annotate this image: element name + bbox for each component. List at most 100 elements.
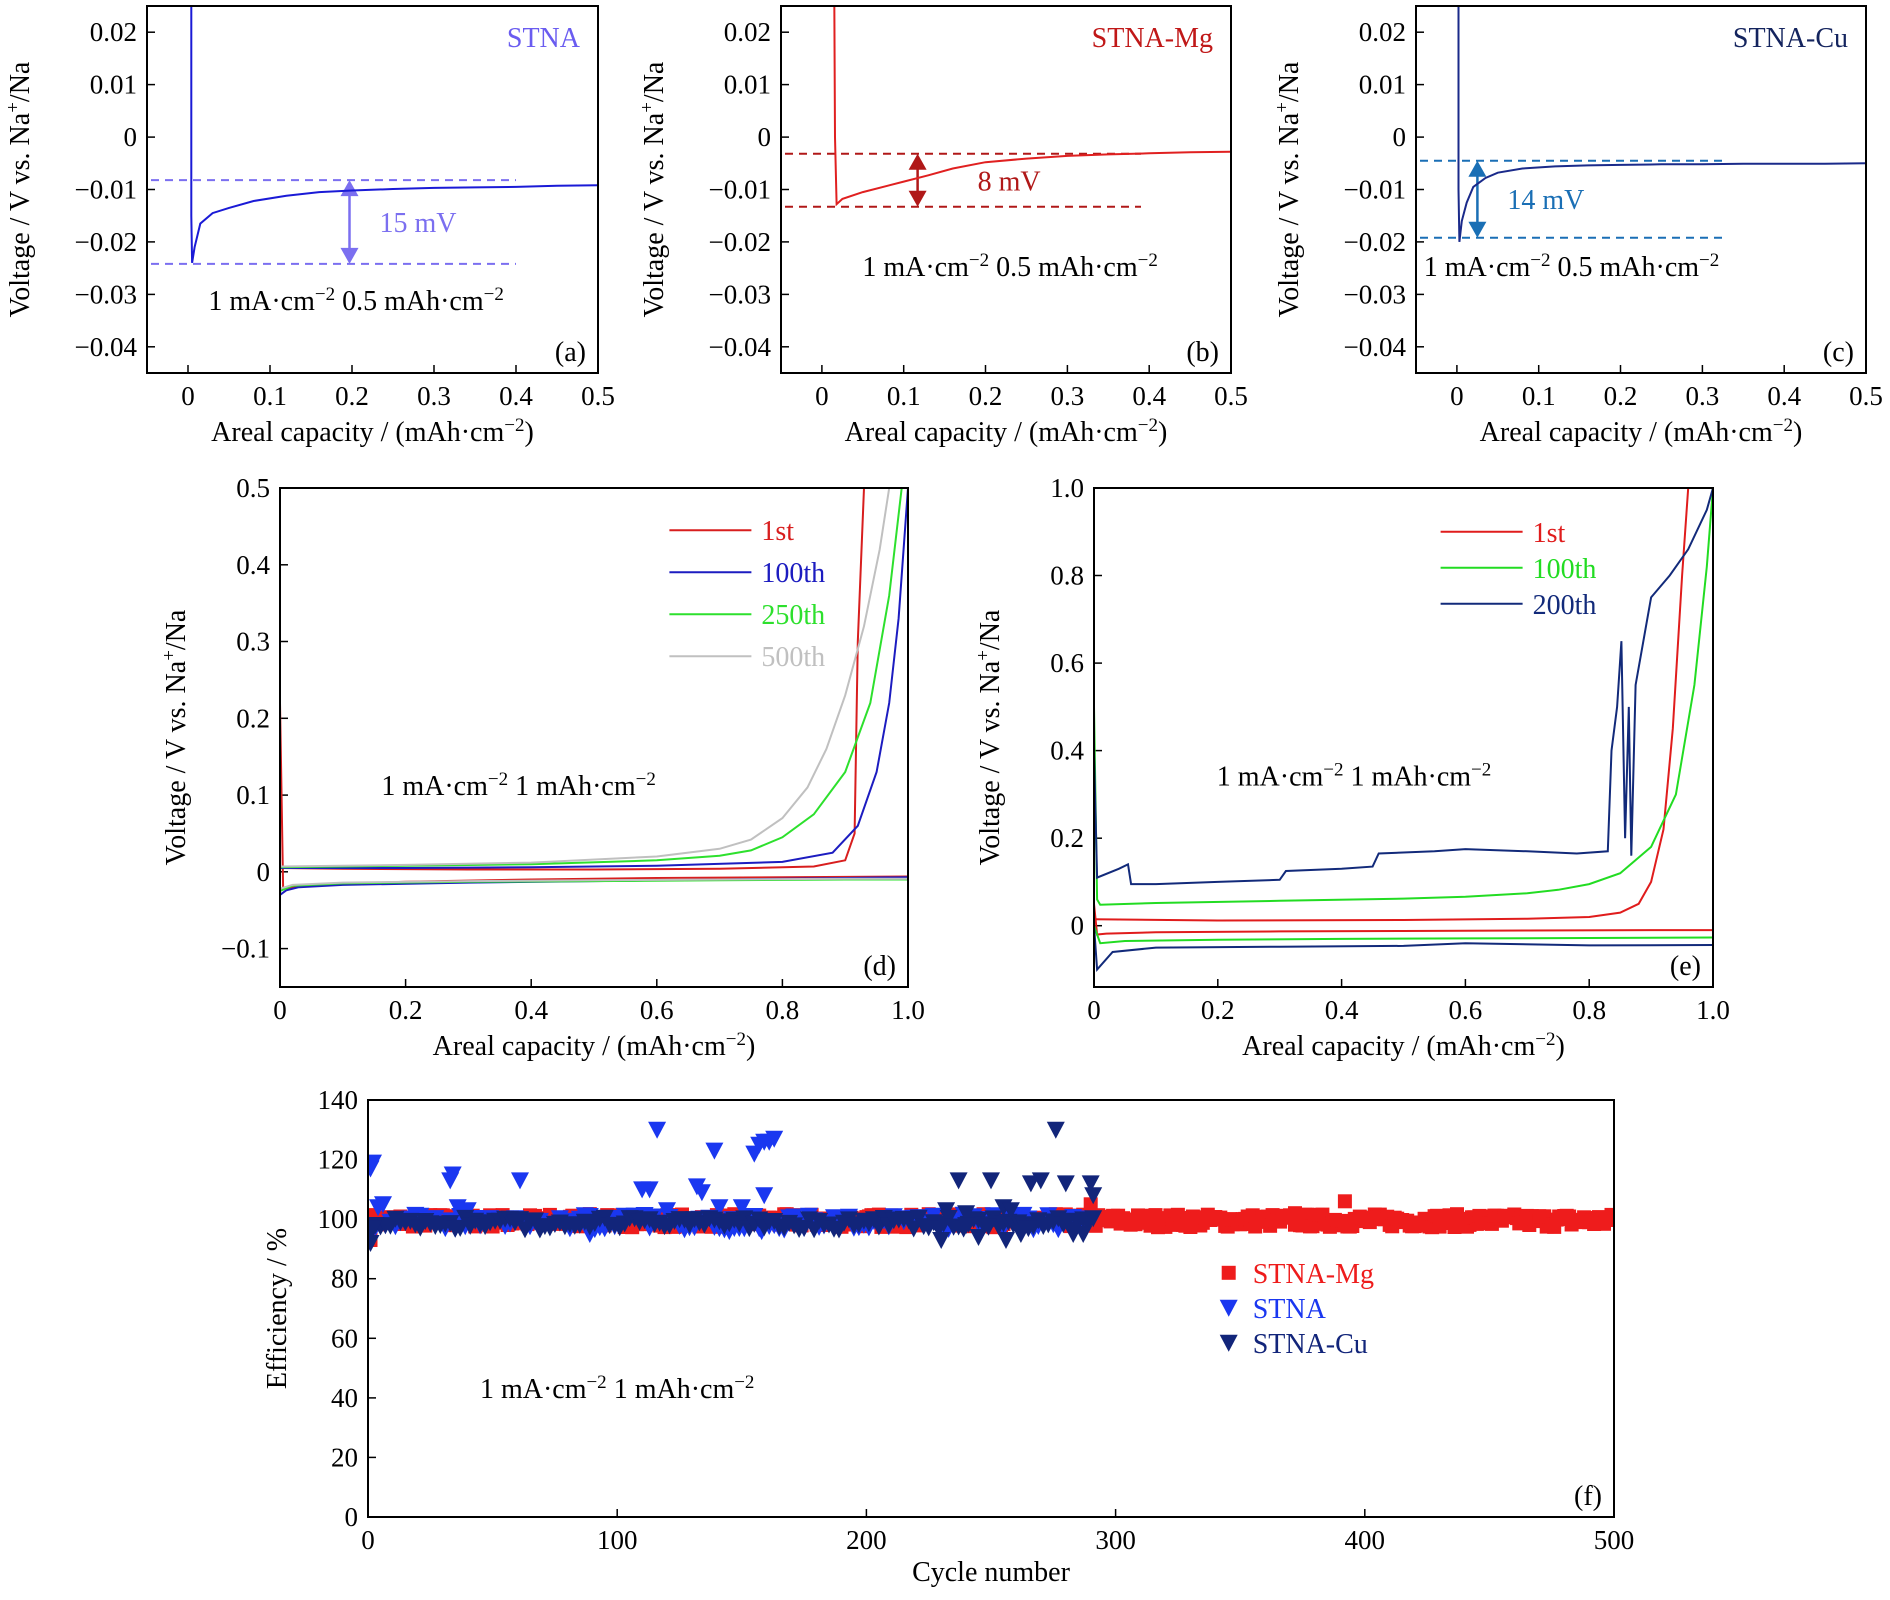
x-tick-label: 0.3 [1051, 381, 1085, 411]
y-tick-label: 0.6 [1050, 648, 1084, 678]
condition-annotation: 1 mA·cm−2 1 mAh·cm−2 [480, 1372, 755, 1405]
y-axis-label: Efficiency / % [262, 1228, 293, 1389]
x-tick-label: 0.3 [1686, 381, 1720, 411]
data-point [949, 1172, 968, 1190]
x-axis-label: Areal capacity / (mAh·cm−2) [211, 415, 534, 448]
y-tick-label: 0.01 [1359, 70, 1406, 100]
data-point [1081, 1175, 1100, 1193]
x-tick-label: 0 [361, 1525, 375, 1555]
legend-label: 250th [761, 600, 825, 631]
arrow-head-up [1468, 160, 1487, 177]
condition-annotation: 1 mA·cm−2 1 mAh·cm−2 [381, 769, 656, 802]
x-tick-label: 0.6 [1449, 995, 1483, 1025]
x-tick-label: 0.5 [581, 381, 615, 411]
y-tick-label: −0.02 [75, 227, 137, 257]
series-line-500th-discharge [280, 877, 908, 890]
y-tick-label: 0.02 [90, 17, 137, 47]
x-tick-label: 0.1 [253, 381, 287, 411]
y-tick-label: −0.03 [709, 279, 771, 309]
series-line-200th-discharge [1094, 925, 1713, 972]
overpotential-label: 14 mV [1507, 185, 1584, 216]
data-point [1019, 1220, 1038, 1238]
x-tick-label: 0.2 [969, 381, 1003, 411]
data-point [368, 1154, 382, 1172]
x-tick-label: 0.3 [417, 381, 451, 411]
data-point [511, 1172, 529, 1190]
x-tick-label: 0.5 [1214, 381, 1248, 411]
series-line-250th-charge [280, 488, 903, 869]
data-point [957, 1205, 976, 1223]
plot-frame [279, 487, 909, 988]
x-tick-label: 0 [273, 995, 287, 1025]
y-tick-label: 0.01 [724, 70, 771, 100]
arrow-head-up [908, 153, 927, 170]
legend-label: 1st [761, 516, 794, 547]
x-tick-label: 0.5 [1849, 381, 1883, 411]
condition-annotation: 1 mA·cm−2 0.5 mAh·cm−2 [208, 284, 503, 317]
data-point [368, 1235, 380, 1252]
legend-swatch [1221, 1265, 1236, 1280]
x-tick-label: 500 [1594, 1525, 1635, 1555]
panel-title: STNA-Mg [1092, 23, 1213, 54]
plot-frame [367, 1099, 1615, 1518]
y-tick-label: −0.04 [709, 332, 772, 362]
y-tick-label: 0 [257, 857, 271, 887]
panel-title: STNA-Cu [1733, 23, 1848, 54]
legend-label: 100th [761, 558, 825, 589]
data-point [648, 1121, 667, 1139]
x-tick-label: 0.4 [1767, 381, 1801, 411]
y-tick-label: −0.02 [1344, 227, 1406, 257]
y-tick-label: −0.1 [221, 934, 270, 964]
panel-label: (d) [863, 951, 896, 982]
series-line-a [190, 6, 598, 264]
data-point [374, 1196, 392, 1214]
data-point [765, 1130, 784, 1148]
y-tick-label: −0.01 [709, 175, 771, 205]
y-tick-label: 0.3 [236, 627, 270, 657]
data-point [957, 1217, 976, 1235]
condition-annotation: 1 mA·cm−2 1 mAh·cm−2 [1217, 760, 1492, 793]
y-tick-label: 0.01 [90, 70, 137, 100]
panel-label: (f) [1574, 1481, 1602, 1512]
data-point [932, 1232, 951, 1249]
data-point [705, 1142, 724, 1160]
x-tick-label: 0.4 [1132, 381, 1166, 411]
y-tick-label: −0.01 [75, 175, 137, 205]
y-tick-label: −0.02 [709, 227, 771, 257]
y-tick-label: 0.02 [1359, 17, 1406, 47]
x-tick-label: 0 [1450, 381, 1464, 411]
plot-frame [1093, 487, 1714, 988]
x-axis-label: Cycle number [912, 1557, 1071, 1588]
y-axis-label: Voltage / V vs. Na+/Na [973, 609, 1006, 865]
y-axis-label: Voltage / V vs. Na+/Na [159, 609, 192, 865]
x-tick-label: 0.6 [640, 995, 674, 1025]
x-axis-label: Areal capacity / (mAh·cm−2) [433, 1029, 756, 1062]
x-tick-label: 0 [815, 381, 829, 411]
x-tick-label: 1.0 [891, 995, 925, 1025]
data-point [732, 1199, 751, 1217]
legend-label: 1st [1533, 518, 1566, 549]
legend-label: STNA-Mg [1253, 1259, 1374, 1290]
y-tick-label: 0 [758, 122, 772, 152]
data-point [692, 1184, 711, 1202]
x-tick-label: 0.8 [1572, 995, 1606, 1025]
x-tick-label: 1.0 [1696, 995, 1730, 1025]
data-point [443, 1166, 462, 1184]
x-tick-label: 0.4 [499, 381, 533, 411]
x-tick-label: 0.4 [1325, 995, 1359, 1025]
y-tick-label: 0.8 [1050, 561, 1084, 591]
x-tick-label: 100 [597, 1525, 638, 1555]
panel-d: 0 0.2 0.4 0.6 0.8 1.0 0.5 0.4 0.3 0.2 0.1 0 −0.1 Area… [159, 473, 925, 1062]
y-axis-label: Voltage / V vs. Na+/Na [637, 61, 670, 317]
y-tick-label: 0.2 [236, 703, 270, 733]
series-STNA-Cu [368, 1121, 1103, 1252]
legend-label: STNA [1253, 1294, 1327, 1325]
y-tick-label: 40 [331, 1383, 358, 1413]
data-point [735, 1210, 754, 1228]
data-point [969, 1229, 988, 1246]
data-point [710, 1199, 729, 1217]
series-line-500th-charge [280, 488, 891, 868]
panel-b: 0 0.1 0.2 0.3 0.4 0.5 0.02 0.01 0 −0.01 −0.02 −0.03… [637, 5, 1248, 448]
data-point [1001, 1202, 1020, 1220]
